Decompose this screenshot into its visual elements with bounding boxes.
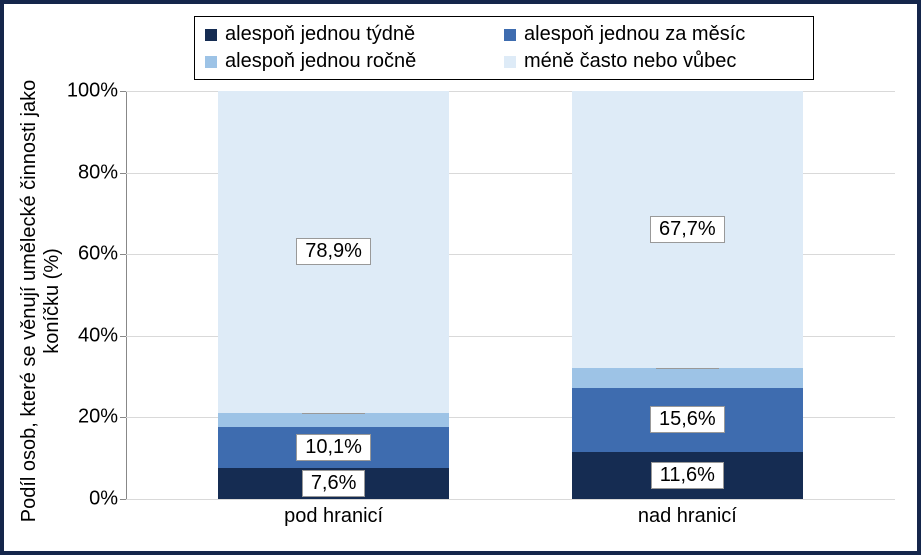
y-tick-label: 0% <box>89 488 118 511</box>
x-tick-label-above: nad hranicí <box>572 505 803 528</box>
y-tick-label: 60% <box>78 243 118 266</box>
y-tick-mark <box>120 91 126 92</box>
legend-swatch-yearly <box>205 56 217 68</box>
legend-swatch-monthly <box>504 29 516 41</box>
chart-frame: alespoň jednou týdně alespoň jednou za mě… <box>0 0 921 555</box>
segment-below-yearly: 3,4% <box>218 413 449 427</box>
segment-below-monthly: 10,1% <box>218 427 449 468</box>
y-tick-label: 100% <box>67 80 118 103</box>
legend: alespoň jednou týdně alespoň jednou za mě… <box>194 16 814 80</box>
y-tick-label: 40% <box>78 324 118 347</box>
bar-above: 11,6% 15,6% 5,0% 67,7% <box>572 91 803 499</box>
segment-below-weekly: 7,6% <box>218 468 449 499</box>
plot-area: 0%20%40%60%80%100%7,6%10,1%3,4%78,9%pod … <box>126 91 895 499</box>
legend-item-weekly: alespoň jednou týdně <box>205 21 504 48</box>
y-axis-label: Podíl osob, které se věnují umělecké čin… <box>18 76 64 526</box>
y-tick-mark <box>120 173 126 174</box>
y-tick-mark <box>120 254 126 255</box>
x-tick-label-below: pod hranicí <box>218 505 449 528</box>
data-label-below-rarely: 78,9% <box>296 238 371 265</box>
y-tick-mark <box>120 499 126 500</box>
segment-above-monthly: 15,6% <box>572 388 803 452</box>
segment-above-weekly: 11,6% <box>572 452 803 499</box>
y-tick-label: 80% <box>78 161 118 184</box>
segment-below-rarely: 78,9% <box>218 91 449 413</box>
gridline <box>126 499 895 500</box>
data-label-above-rarely: 67,7% <box>650 216 725 243</box>
segment-above-yearly: 5,0% <box>572 368 803 388</box>
legend-label-rarely: méně často nebo vůbec <box>524 50 736 73</box>
legend-label-weekly: alespoň jednou týdně <box>225 23 415 46</box>
legend-item-rarely: méně často nebo vůbec <box>504 48 803 75</box>
bar-below: 7,6% 10,1% 3,4% 78,9% <box>218 91 449 499</box>
segment-above-rarely: 67,7% <box>572 91 803 367</box>
data-label-below-weekly: 7,6% <box>302 470 366 497</box>
legend-item-monthly: alespoň jednou za měsíc <box>504 21 803 48</box>
y-axis-line <box>126 91 127 499</box>
data-label-below-monthly: 10,1% <box>296 434 371 461</box>
y-tick-mark <box>120 417 126 418</box>
legend-item-yearly: alespoň jednou ročně <box>205 48 504 75</box>
bar-group-below: 7,6%10,1%3,4%78,9%pod hranicí <box>218 91 449 499</box>
legend-swatch-rarely <box>504 56 516 68</box>
chart-container: alespoň jednou týdně alespoň jednou za mě… <box>16 16 905 539</box>
y-tick-label: 20% <box>78 406 118 429</box>
legend-label-monthly: alespoň jednou za měsíc <box>524 23 745 46</box>
data-label-above-monthly: 15,6% <box>650 406 725 433</box>
bar-group-above: 11,6%15,6%5,0%67,7%nad hranicí <box>572 91 803 499</box>
legend-swatch-weekly <box>205 29 217 41</box>
y-tick-mark <box>120 336 126 337</box>
legend-label-yearly: alespoň jednou ročně <box>225 50 416 73</box>
data-label-above-weekly: 11,6% <box>651 462 724 489</box>
